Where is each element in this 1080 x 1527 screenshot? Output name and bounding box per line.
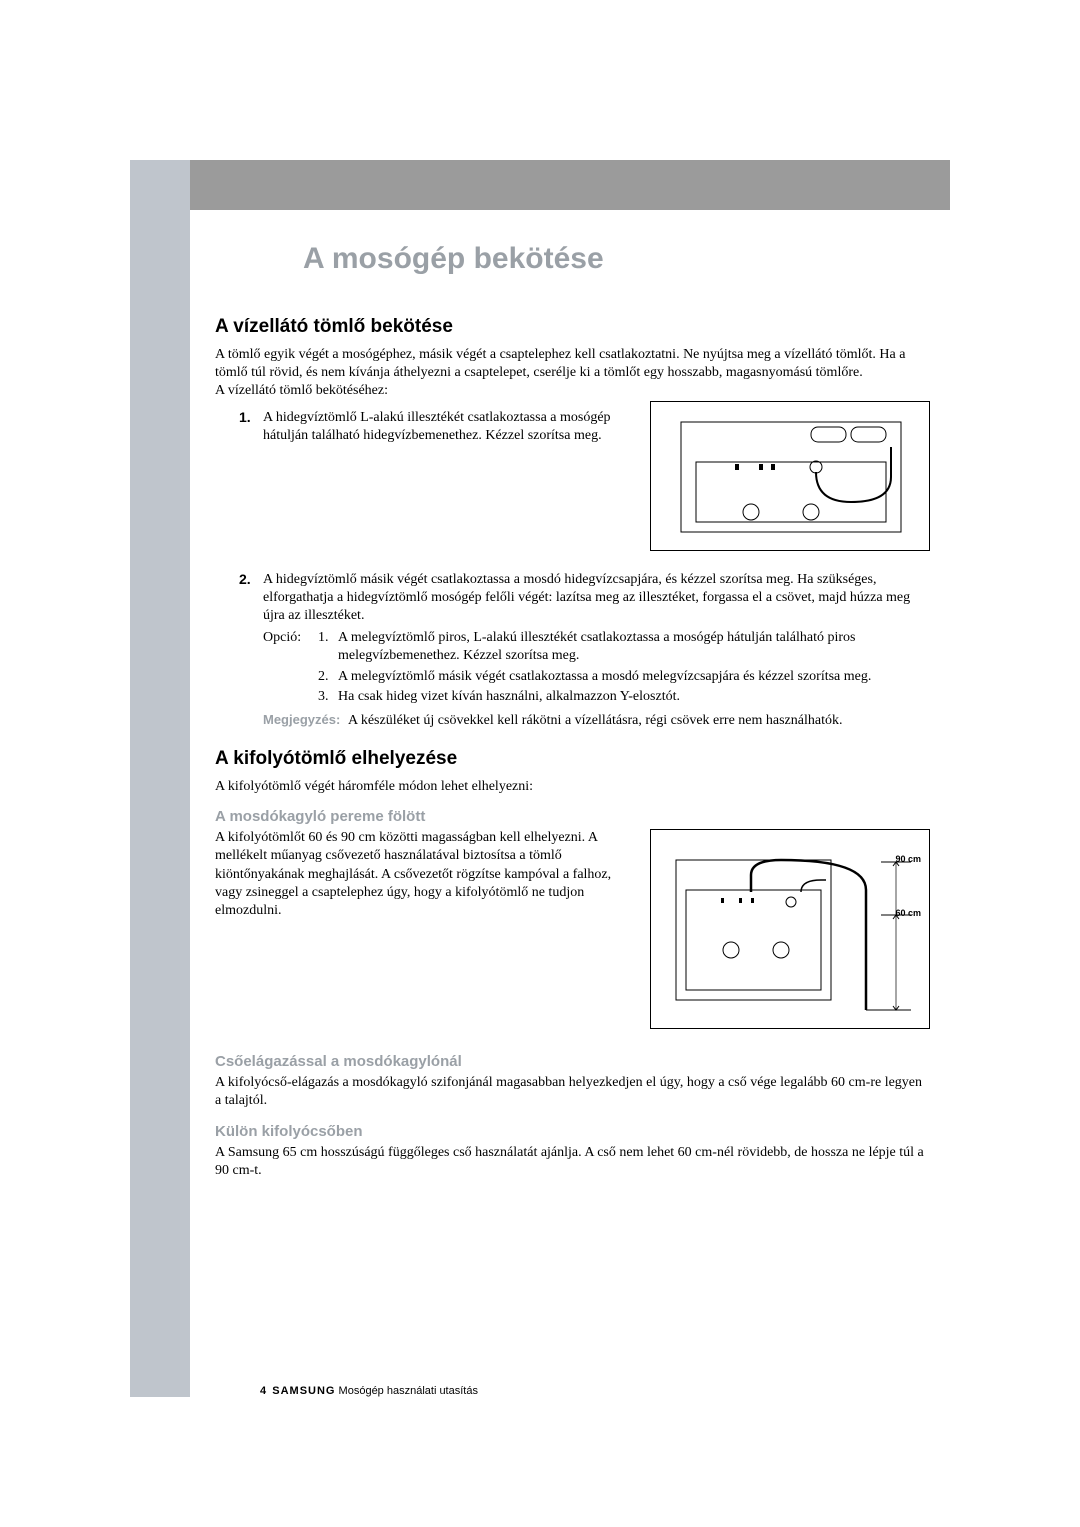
figure-drain-hose: 90 cm 60 cm — [650, 829, 930, 1029]
sub-head-2: Csőelágazással a mosdókagylónál — [215, 1053, 930, 1070]
opt3-num: 3. — [318, 688, 338, 706]
section2-p2: A kifolyócső-elágazás a mosdókagyló szif… — [215, 1074, 930, 1110]
dim-90: 90 cm — [895, 854, 921, 864]
sub-head-1: A mosdókagyló pereme fölött — [215, 808, 930, 825]
step1-number: 1. — [239, 409, 263, 445]
figure-hose-connection — [650, 401, 930, 551]
step2-text: A hidegvíztömlő másik végét csatlakoztas… — [263, 571, 930, 626]
opt1-num: 1. — [318, 629, 338, 665]
step2-number: 2. — [239, 571, 263, 708]
header-band — [130, 160, 950, 210]
section2-p1: A kifolyótömlőt 60 és 90 cm közötti maga… — [215, 829, 632, 920]
section2-title: A kifolyótömlő elhelyezése — [215, 748, 930, 770]
section1-title: A vízellátó tömlő bekötése — [215, 316, 930, 338]
drain-row: A kifolyótömlőt 60 és 90 cm közötti maga… — [215, 829, 930, 1029]
note-label: Megjegyzés: — [263, 712, 348, 730]
opt2-num: 2. — [318, 668, 338, 686]
option-label: Opció: — [263, 629, 318, 708]
side-band — [130, 160, 190, 1397]
section1-lead: A vízellátó tömlő bekötéséhez: — [215, 382, 930, 400]
page-content: A mosógép bekötése A vízellátó tömlő bek… — [215, 230, 930, 1397]
footer-text: Mosógép használati utasítás — [339, 1385, 478, 1397]
opt3-text: Ha csak hideg vizet kíván használni, alk… — [338, 688, 680, 706]
sub-head-3: Külön kifolyócsőben — [215, 1123, 930, 1140]
footer-page: 4 — [260, 1385, 266, 1397]
opt2-text: A melegvíztömlő másik végét csatlakoztas… — [338, 668, 871, 686]
page-footer: 4 SAMSUNG Mosógép használati utasítás — [260, 1385, 478, 1397]
footer-brand: SAMSUNG — [272, 1385, 335, 1397]
note-text: A készüléket új csövekkel kell rákötni a… — [348, 712, 930, 730]
opt1-text: A melegvíztömlő piros, L-alakú illeszték… — [338, 629, 930, 665]
section2-p3: A Samsung 65 cm hosszúságú függőleges cs… — [215, 1144, 930, 1180]
step1-text: A hidegvíztömlő L-alakú illesztékét csat… — [263, 409, 632, 445]
page-title: A mosógép bekötése — [303, 242, 930, 276]
step2-row: 2. A hidegvíztömlő másik végét csatlakoz… — [239, 571, 930, 708]
dim-60: 60 cm — [895, 908, 921, 918]
section1-intro: A tömlő egyik végét a mosógéphez, másik … — [215, 346, 930, 382]
section2-intro: A kifolyótömlő végét háromféle módon leh… — [215, 778, 930, 796]
step1-row: 1. A hidegvíztömlő L-alakú illesztékét c… — [215, 401, 930, 551]
